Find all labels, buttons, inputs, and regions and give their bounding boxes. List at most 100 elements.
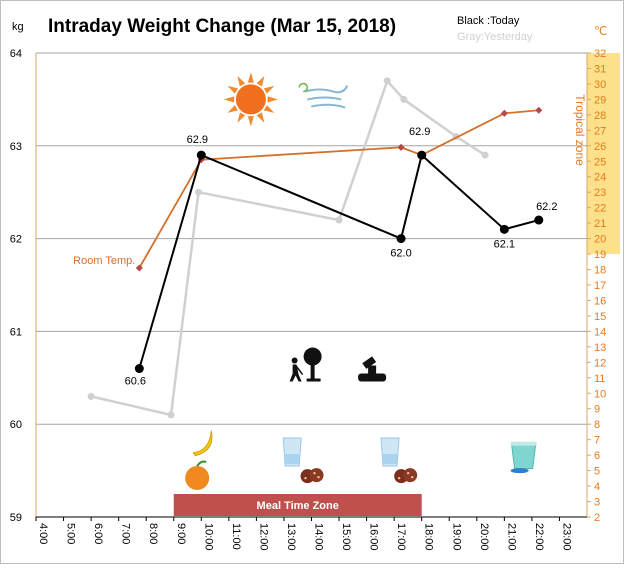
- meal-time-zone-label: Meal Time Zone: [257, 500, 339, 512]
- x-tick-label: 19:00: [450, 523, 462, 551]
- chart-title: Intraday Weight Change (Mar 15, 2018): [48, 16, 396, 37]
- series-today-data-label: 62.9: [409, 126, 430, 138]
- telescope-icon: [358, 356, 387, 382]
- x-tick-label: 14:00: [313, 523, 325, 551]
- series-yesterday-point: [195, 188, 203, 196]
- water-glass-icon: [380, 437, 400, 467]
- series-room-temp-point: [397, 143, 405, 151]
- series-yesterday-point: [481, 151, 489, 159]
- y-right-tick-label: 29: [594, 94, 606, 106]
- x-tick-label: 4:00: [37, 523, 49, 544]
- series-today-point: [534, 215, 544, 225]
- series-yesterday-point: [167, 411, 175, 419]
- cookies-icon: [300, 468, 324, 484]
- orange-icon: [185, 460, 210, 491]
- y-left-tick-label: 60: [10, 419, 22, 431]
- x-tick-label: 5:00: [65, 523, 77, 544]
- y-right-tick-label: 13: [594, 342, 606, 354]
- x-tick-label: 20:00: [478, 523, 490, 551]
- series-yesterday-point: [87, 392, 95, 400]
- meal-time-zone-bar: [173, 494, 422, 516]
- series-today-data-label: 62.9: [187, 134, 208, 146]
- y-right-tick-label: 4: [594, 481, 600, 493]
- x-tick-label: 6:00: [92, 523, 104, 544]
- y-right-tick-label: 32: [594, 48, 606, 60]
- y-right-unit: ℃: [594, 24, 607, 38]
- series-today-point: [134, 364, 144, 374]
- legend-today: Black :Today: [457, 15, 520, 27]
- y-right-tick-label: 25: [594, 156, 606, 168]
- y-right-tick-label: 8: [594, 419, 600, 431]
- y-right-tick-label: 22: [594, 203, 606, 215]
- series-today-point: [196, 150, 206, 160]
- series-yesterday-point: [400, 95, 408, 103]
- y-right-tick-label: 24: [594, 172, 606, 184]
- y-left-tick-label: 59: [10, 512, 22, 524]
- y-right-tick-label: 5: [594, 466, 600, 478]
- y-right-tick-label: 16: [594, 295, 606, 307]
- y-right-tick-label: 14: [594, 326, 606, 338]
- x-tick-label: 9:00: [175, 523, 187, 544]
- x-tick-label: 13:00: [285, 523, 297, 551]
- y-right-tick-label: 15: [594, 311, 606, 323]
- y-right-tick-label: 9: [594, 404, 600, 416]
- series-today-point: [417, 150, 427, 160]
- y-right-tick-label: 27: [594, 125, 606, 137]
- wind-icon: [298, 82, 349, 109]
- y-right-tick-label: 28: [594, 110, 606, 122]
- tropical-zone-label: Tropical zone: [573, 94, 587, 166]
- yogurt-cup-icon: [510, 441, 537, 474]
- y-right-tick-label: 10: [594, 388, 606, 400]
- tropical-zone-band: [587, 53, 620, 255]
- y-right-tick-label: 19: [594, 249, 606, 261]
- y-right-tick-label: 23: [594, 187, 606, 199]
- y-left-tick-label: 63: [10, 141, 22, 153]
- y-left-tick-label: 64: [10, 48, 22, 60]
- cookies-icon: [394, 468, 418, 484]
- y-right-tick-label: 26: [594, 141, 606, 153]
- x-tick-label: 8:00: [147, 523, 159, 544]
- banana-icon: [192, 430, 213, 457]
- series-yesterday-point: [335, 216, 343, 224]
- x-tick-label: 11:00: [230, 523, 242, 550]
- series-room-temp-point: [135, 264, 143, 272]
- y-right-tick-label: 17: [594, 280, 606, 292]
- series-room-temp-point: [535, 106, 543, 114]
- x-tick-label: 16:00: [368, 523, 380, 551]
- y-right-tick-label: 31: [594, 63, 606, 75]
- x-tick-label: 21:00: [505, 523, 517, 551]
- x-tick-label: 10:00: [202, 523, 214, 551]
- series-today-line: [138, 153, 540, 369]
- x-tick-label: 18:00: [423, 523, 435, 551]
- x-tick-label: 15:00: [340, 523, 352, 551]
- y-right-tick-label: 11: [594, 373, 605, 385]
- x-tick-label: 7:00: [120, 523, 132, 544]
- room-temp-label: Room Temp.: [73, 255, 135, 267]
- y-right-tick-label: 18: [594, 265, 606, 277]
- x-tick-label: 12:00: [257, 523, 269, 551]
- y-right-tick-label: 7: [594, 435, 600, 447]
- sun-icon: [223, 72, 278, 127]
- y-right-tick-label: 30: [594, 79, 606, 91]
- water-glass-icon: [282, 437, 302, 467]
- series-today-point: [499, 224, 509, 234]
- y-left-tick-label: 61: [10, 326, 22, 338]
- series-room-temp-point: [500, 109, 508, 117]
- series-today-data-label: 60.6: [125, 376, 146, 388]
- x-tick-label: 22:00: [533, 523, 545, 551]
- y-right-tick-label: 20: [594, 234, 606, 246]
- x-tick-label: 17:00: [395, 523, 407, 551]
- y-right-tick-label: 2: [594, 512, 600, 524]
- series-today-data-label: 62.0: [390, 248, 411, 260]
- y-right-tick-label: 21: [594, 218, 606, 230]
- series-today-point: [396, 234, 406, 244]
- y-right-tick-label: 12: [594, 357, 606, 369]
- series-room-temp-line: [138, 109, 539, 269]
- series-today-data-label: 62.1: [494, 238, 515, 250]
- y-right-tick-label: 6: [594, 450, 600, 462]
- y-right-tick-label: 3: [594, 497, 600, 509]
- series-yesterday-point: [383, 77, 391, 85]
- y-left-tick-label: 62: [10, 234, 22, 246]
- x-tick-label: 23:00: [560, 523, 572, 551]
